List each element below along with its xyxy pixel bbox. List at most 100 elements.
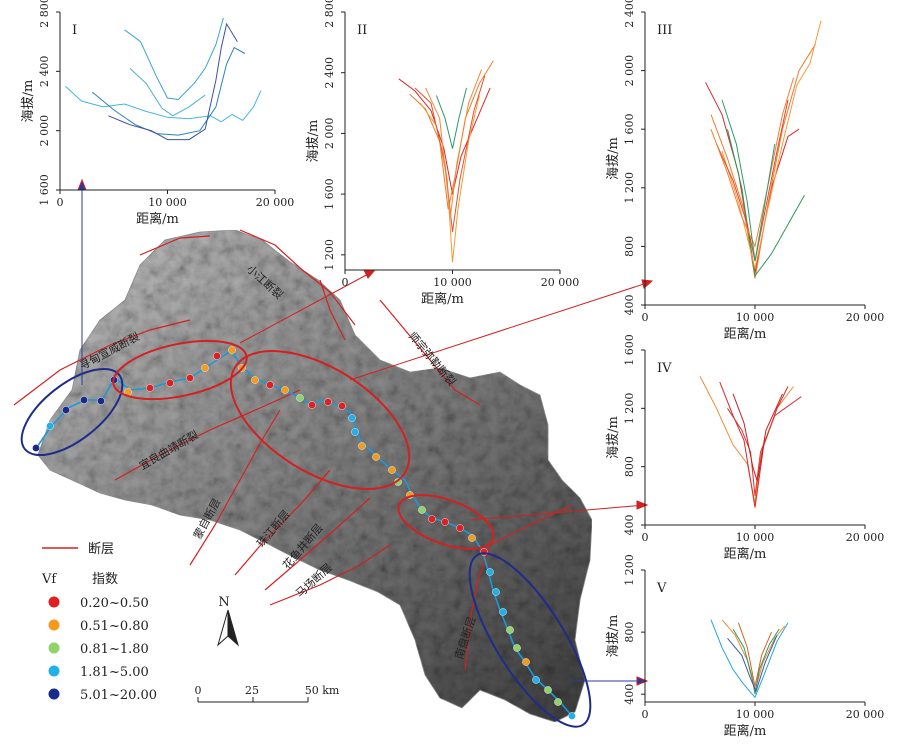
y-axis-label: 海拔/m [21,80,36,123]
legend-vf-label: 1.81~5.00 [80,665,149,680]
profile-panel-I: 1 600 2 000 2 400 2 800 0 10 000 20 000 距离/m 海拔/… [21,0,294,227]
fault-line [189,409,281,566]
profile-series-line [732,393,783,482]
vf-point [492,588,500,596]
legend-vf-label: 0.81~1.80 [80,642,149,657]
profile-panel-II: 1 200 1 600 2 000 2 400 2 800 0 10 000 20 000 距离… [306,0,579,307]
profile-series-line [732,628,780,695]
profile-panels: 1 600 2 000 2 400 2 800 0 10 000 20 000 距离/m 海拔/… [21,0,884,739]
vf-point [213,352,221,360]
y-tick-label: 1 600 [623,113,636,145]
x-axis-label: 距离/m [724,723,767,739]
north-arrow-left [217,609,229,647]
scale-tick-0: 0 [195,684,202,697]
segment-ellipse-III [229,350,411,490]
y-tick-label: 1 200 [323,239,336,271]
segment-ellipse-V [468,552,592,728]
vf-point [388,466,396,474]
y-tick-label: 2 400 [323,57,336,89]
vf-point [554,698,562,706]
segment-ellipse-IV [397,494,495,550]
legend-vf-dot [48,642,60,654]
segment-ellipse-I [20,367,124,457]
profile-series-line [721,20,822,269]
x-axis-label: 距离/m [421,291,464,307]
arrowhead-III [641,279,654,289]
y-tick-label: 2 400 [38,56,51,88]
y-tick-label: 400 [623,515,636,536]
vf-point [296,394,304,402]
vf-point [97,397,105,405]
vf-point [32,444,40,452]
profile-series-line [719,381,789,508]
profile-series-line [129,68,206,117]
legend-vf-title-b: 指数 [92,572,118,587]
legend-vf-dot [48,619,60,631]
profile-series-line [727,396,802,496]
legend-vf-title-a: Vf [41,572,57,587]
y-tick-label: 1 600 [323,178,336,210]
vf-point [80,396,88,404]
panel-roman-label: V [656,581,667,596]
fault-line [114,389,301,481]
x-tick-label: 10 000 [433,276,472,289]
y-tick-label: 1 200 [623,393,636,425]
legend-vf-label: 5.01~20.00 [80,688,157,703]
connector-II [239,271,373,344]
vf-point [441,518,449,526]
fault-lines [13,229,573,671]
fault-line [489,504,573,546]
vf-point [418,506,426,514]
vf-point [351,428,359,436]
fault-line [269,544,391,606]
segment-ellipses [20,339,592,728]
y-tick-label: 800 [623,236,636,257]
vf-point [201,364,209,372]
scale-bar: 0 25 50 km [195,684,340,703]
vf-point [308,401,316,409]
x-tick-label: 20 000 [846,708,885,721]
y-tick-label: 2 800 [38,0,51,28]
x-tick-label: 0 [57,196,64,209]
y-tick-label: 1 200 [623,172,636,204]
scale-tick-25: 25 [245,684,259,697]
x-tick-label: 20 000 [541,276,580,289]
profile-series-line [710,43,816,279]
profile-series-line [705,82,800,273]
y-tick-label: 800 [623,622,636,643]
fault-line [234,469,331,576]
vf-point [348,414,356,422]
y-tick-label: 400 [623,684,636,705]
y-tick-label: 800 [623,456,636,477]
vf-point [568,712,576,720]
profile-panel-III: 400 800 1 200 1 600 2 000 2 400 0 10 000 20 000 距… [606,0,884,342]
profile-series-line [414,75,486,233]
y-tick-label: 400 [623,295,636,316]
vf-point [499,608,507,616]
vf-point [513,644,521,652]
y-tick-label: 1 200 [623,554,636,586]
vf-point [251,376,259,384]
y-tick-label: 2 000 [38,115,51,147]
legend-vf-dot [48,665,60,677]
vf-point [468,534,476,542]
x-tick-label: 10 000 [736,531,775,544]
x-tick-label: 0 [642,531,649,544]
y-tick-label: 2 000 [323,118,336,150]
y-axis-label: 海拔/m [606,615,621,658]
profile-series-line [710,77,794,248]
profile-series-line [108,22,238,141]
profile-series-line [435,87,467,149]
profile-series-line [738,622,772,687]
profile-series-line [721,619,786,694]
scale-tick-50: 50 km [305,684,340,697]
x-tick-label: 0 [342,276,349,289]
profile-series-line [727,635,778,693]
vf-point [522,658,530,666]
y-tick-label: 1 600 [623,334,636,366]
vf-point [486,568,494,576]
north-label: N [218,595,229,610]
legend-vf-dot [48,596,60,608]
fault-line [13,319,191,406]
y-tick-label: 2 400 [623,0,636,28]
